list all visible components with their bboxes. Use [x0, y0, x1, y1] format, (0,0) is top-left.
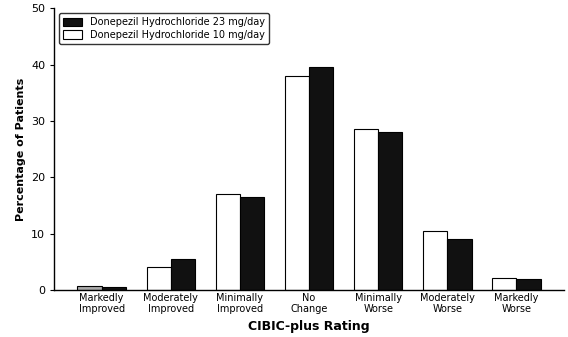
Bar — [309, 67, 333, 290]
X-axis label: CIBIC-plus Rating: CIBIC-plus Rating — [248, 320, 370, 333]
Bar — [354, 129, 378, 290]
Bar — [240, 197, 264, 290]
Bar — [102, 287, 126, 290]
Bar — [77, 286, 102, 290]
Bar — [448, 239, 471, 290]
Bar — [492, 277, 516, 290]
Bar — [378, 132, 402, 290]
Bar — [516, 279, 541, 290]
Y-axis label: Percentage of Patients: Percentage of Patients — [15, 78, 26, 221]
Legend: Donepezil Hydrochloride 23 mg/day, Donepezil Hydrochloride 10 mg/day: Donepezil Hydrochloride 23 mg/day, Donep… — [59, 13, 269, 44]
Bar — [285, 76, 309, 290]
Bar — [171, 259, 195, 290]
Bar — [147, 267, 171, 290]
Bar — [423, 231, 448, 290]
Bar — [216, 194, 240, 290]
